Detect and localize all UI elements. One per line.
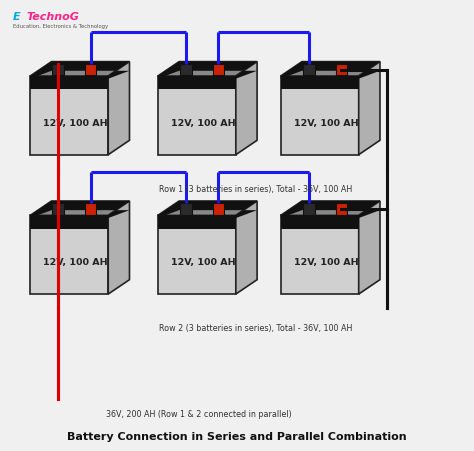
- Polygon shape: [30, 201, 129, 218]
- Polygon shape: [281, 201, 380, 218]
- FancyBboxPatch shape: [180, 203, 192, 215]
- Text: TechnoG: TechnoG: [27, 12, 80, 22]
- Polygon shape: [108, 62, 129, 155]
- FancyBboxPatch shape: [158, 216, 236, 294]
- FancyBboxPatch shape: [180, 64, 192, 75]
- Polygon shape: [158, 62, 257, 78]
- FancyBboxPatch shape: [52, 203, 64, 215]
- FancyBboxPatch shape: [281, 216, 359, 294]
- FancyBboxPatch shape: [281, 76, 359, 155]
- FancyBboxPatch shape: [158, 76, 236, 89]
- Text: 12V, 100 AH: 12V, 100 AH: [43, 119, 108, 128]
- Polygon shape: [281, 201, 380, 216]
- FancyBboxPatch shape: [85, 64, 96, 75]
- Text: 12V, 100 AH: 12V, 100 AH: [43, 258, 108, 267]
- Text: Row 1 (3 batteries in series), Total - 36V, 100 AH: Row 1 (3 batteries in series), Total - 3…: [159, 185, 353, 194]
- Text: 12V, 100 AH: 12V, 100 AH: [171, 119, 236, 128]
- Polygon shape: [359, 62, 380, 155]
- FancyBboxPatch shape: [30, 216, 108, 294]
- FancyBboxPatch shape: [281, 76, 359, 89]
- Text: 12V, 100 AH: 12V, 100 AH: [171, 258, 236, 267]
- Polygon shape: [359, 201, 380, 294]
- Text: Row 2 (3 batteries in series), Total - 36V, 100 AH: Row 2 (3 batteries in series), Total - 3…: [159, 324, 353, 333]
- FancyBboxPatch shape: [30, 76, 108, 155]
- Polygon shape: [30, 201, 129, 216]
- FancyBboxPatch shape: [30, 216, 108, 229]
- Text: E: E: [12, 12, 20, 22]
- Polygon shape: [158, 62, 257, 76]
- Text: Battery Connection in Series and Parallel Combination: Battery Connection in Series and Paralle…: [67, 432, 407, 442]
- Text: 36V, 200 AH (Row 1 & 2 connected in parallel): 36V, 200 AH (Row 1 & 2 connected in para…: [106, 410, 292, 419]
- FancyBboxPatch shape: [158, 76, 236, 155]
- Polygon shape: [30, 62, 129, 76]
- FancyBboxPatch shape: [213, 203, 224, 215]
- FancyBboxPatch shape: [30, 76, 108, 89]
- FancyBboxPatch shape: [336, 64, 347, 75]
- FancyBboxPatch shape: [52, 64, 64, 75]
- FancyBboxPatch shape: [302, 64, 315, 75]
- Polygon shape: [108, 201, 129, 294]
- FancyBboxPatch shape: [213, 64, 224, 75]
- Polygon shape: [281, 62, 380, 78]
- Text: 12V, 100 AH: 12V, 100 AH: [294, 258, 358, 267]
- Polygon shape: [236, 201, 257, 294]
- Polygon shape: [158, 201, 257, 218]
- Text: 12V, 100 AH: 12V, 100 AH: [294, 119, 358, 128]
- FancyBboxPatch shape: [281, 216, 359, 229]
- Polygon shape: [281, 62, 380, 76]
- FancyBboxPatch shape: [158, 216, 236, 229]
- FancyBboxPatch shape: [336, 203, 347, 215]
- FancyBboxPatch shape: [85, 203, 96, 215]
- Polygon shape: [236, 62, 257, 155]
- Polygon shape: [158, 201, 257, 216]
- Text: Education, Electronics & Technology: Education, Electronics & Technology: [12, 24, 108, 29]
- Polygon shape: [30, 62, 129, 78]
- FancyBboxPatch shape: [302, 203, 315, 215]
